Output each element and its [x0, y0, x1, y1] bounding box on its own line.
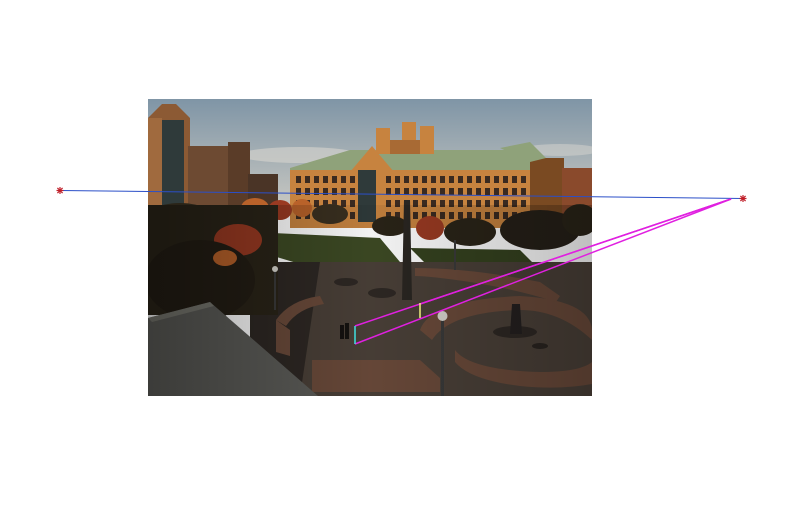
window	[494, 176, 499, 183]
window	[485, 176, 490, 183]
window	[476, 176, 481, 183]
window	[350, 188, 355, 195]
vanishing-point-right-marker	[739, 195, 747, 202]
window	[332, 188, 337, 195]
window	[467, 200, 472, 207]
horizon-line	[59, 190, 744, 199]
window	[350, 200, 355, 207]
vanishing-point-left-marker	[56, 187, 64, 194]
window	[449, 176, 454, 183]
window	[458, 200, 463, 207]
window	[323, 188, 328, 195]
window	[404, 188, 409, 195]
window	[341, 176, 346, 183]
window	[467, 188, 472, 195]
window	[485, 188, 490, 195]
window	[503, 188, 508, 195]
window	[494, 188, 499, 195]
window	[314, 188, 319, 195]
window	[413, 200, 418, 207]
window	[323, 200, 328, 207]
window	[305, 176, 310, 183]
window	[332, 200, 337, 207]
window	[512, 200, 517, 207]
window	[395, 176, 400, 183]
window	[341, 200, 346, 207]
window	[503, 176, 508, 183]
window	[521, 188, 526, 195]
window	[449, 200, 454, 207]
window	[413, 188, 418, 195]
window	[305, 188, 310, 195]
window	[395, 188, 400, 195]
vanishing-overlay	[56, 187, 747, 345]
window	[431, 200, 436, 207]
window	[458, 176, 463, 183]
window	[467, 176, 472, 183]
vanishing-ray-bottom-left	[354, 198, 732, 345]
vanishing-ray-top-right	[419, 198, 732, 305]
window	[512, 176, 517, 183]
window	[494, 200, 499, 207]
window	[521, 176, 526, 183]
window	[521, 200, 526, 207]
window	[413, 176, 418, 183]
window	[422, 200, 427, 207]
window	[449, 188, 454, 195]
window	[422, 188, 427, 195]
window	[440, 188, 445, 195]
window	[323, 176, 328, 183]
window	[386, 200, 391, 207]
window	[440, 200, 445, 207]
window	[422, 176, 427, 183]
window	[431, 176, 436, 183]
window	[512, 188, 517, 195]
window	[314, 176, 319, 183]
window	[314, 200, 319, 207]
window	[386, 188, 391, 195]
window	[404, 176, 409, 183]
campus-photo	[148, 99, 592, 396]
window	[386, 176, 391, 183]
window	[476, 200, 481, 207]
window	[341, 188, 346, 195]
window	[503, 200, 508, 207]
window	[332, 176, 337, 183]
window	[440, 176, 445, 183]
window	[296, 188, 301, 195]
window	[296, 176, 301, 183]
window	[458, 188, 463, 195]
left-tower	[148, 104, 190, 210]
window	[485, 200, 490, 207]
window	[476, 188, 481, 195]
window	[395, 200, 400, 207]
window	[431, 188, 436, 195]
window	[350, 176, 355, 183]
